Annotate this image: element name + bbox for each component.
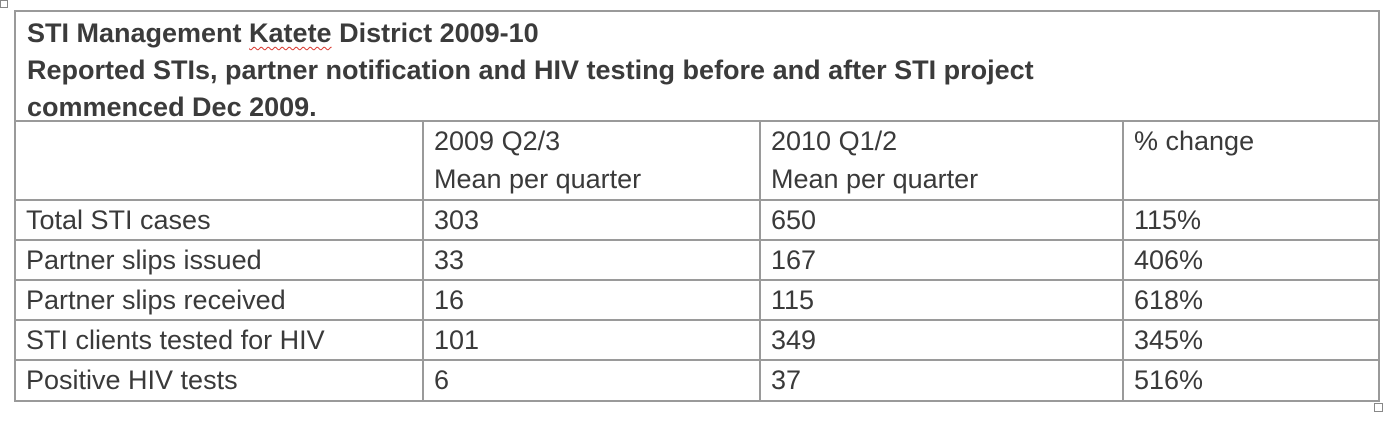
table-row: Partner slips received 16 115 618%	[16, 280, 1378, 321]
sti-table: STI Management Katete District 2009-10 R…	[14, 10, 1380, 402]
header-2010-measure: Mean per quarter	[771, 164, 979, 194]
row-label[interactable]: Total STI cases	[16, 200, 424, 241]
header-cell-blank[interactable]	[16, 122, 424, 201]
cell-2009[interactable]: 33	[423, 240, 761, 281]
table-row: STI clients tested for HIV 101 349 345%	[16, 320, 1378, 361]
header-cell-change[interactable]: % change	[1123, 122, 1378, 201]
spellcheck-flagged-word[interactable]: Katete	[249, 18, 332, 48]
title-line-1-start: STI Management	[27, 18, 250, 48]
table-row: Positive HIV tests 6 37 516%	[16, 360, 1378, 400]
cell-2010[interactable]: 650	[760, 200, 1124, 241]
cell-change[interactable]: 516%	[1134, 365, 1204, 395]
row-label[interactable]: Partner slips received	[16, 280, 424, 321]
cell-change[interactable]: 115%	[1123, 200, 1378, 241]
row-label[interactable]: Positive HIV tests	[16, 360, 424, 400]
cell-2010[interactable]: 115	[760, 280, 1124, 321]
table-move-handle-icon[interactable]	[0, 0, 8, 8]
cell-2009[interactable]: 303	[423, 200, 761, 241]
title-line-2: Reported STIs, partner notification and …	[27, 55, 1034, 85]
header-2009-period: 2009 Q2/3	[434, 126, 561, 156]
cell-2010[interactable]: 349	[760, 320, 1124, 361]
title-line-1: STI Management Katete District 2009-10	[27, 15, 1378, 52]
row-label[interactable]: Partner slips issued	[16, 240, 424, 281]
cell-change[interactable]: 618%	[1123, 280, 1378, 321]
cell-2010[interactable]: 167	[760, 240, 1124, 281]
header-2010-period: 2010 Q1/2	[771, 126, 898, 156]
table-header-row: 2009 Q2/3 Mean per quarter 2010 Q1/2 Mea…	[16, 122, 1378, 201]
title-line-1-end: District 2009-10	[331, 18, 539, 48]
cell-2010[interactable]: 37	[760, 360, 1124, 400]
cell-2009[interactable]: 16	[423, 280, 761, 321]
row-label[interactable]: STI clients tested for HIV	[16, 320, 424, 361]
data-grid: 2009 Q2/3 Mean per quarter 2010 Q1/2 Mea…	[16, 122, 1378, 400]
cell-2009[interactable]: 101	[423, 320, 761, 361]
cell-change[interactable]: 406%	[1123, 240, 1378, 281]
header-cell-2010[interactable]: 2010 Q1/2 Mean per quarter	[760, 122, 1124, 201]
table-title: STI Management Katete District 2009-10 R…	[16, 12, 1378, 122]
header-2009-measure: Mean per quarter	[434, 164, 642, 194]
cell-2009[interactable]: 6	[423, 360, 761, 400]
header-cell-2009[interactable]: 2009 Q2/3 Mean per quarter	[423, 122, 761, 201]
title-line-3: commenced Dec 2009.	[27, 92, 317, 122]
table-row: Total STI cases 303 650 115%	[16, 200, 1378, 241]
table-resize-handle-icon[interactable]	[1374, 403, 1383, 412]
table-row: Partner slips issued 33 167 406%	[16, 240, 1378, 281]
cell-change[interactable]: 345%	[1123, 320, 1378, 361]
